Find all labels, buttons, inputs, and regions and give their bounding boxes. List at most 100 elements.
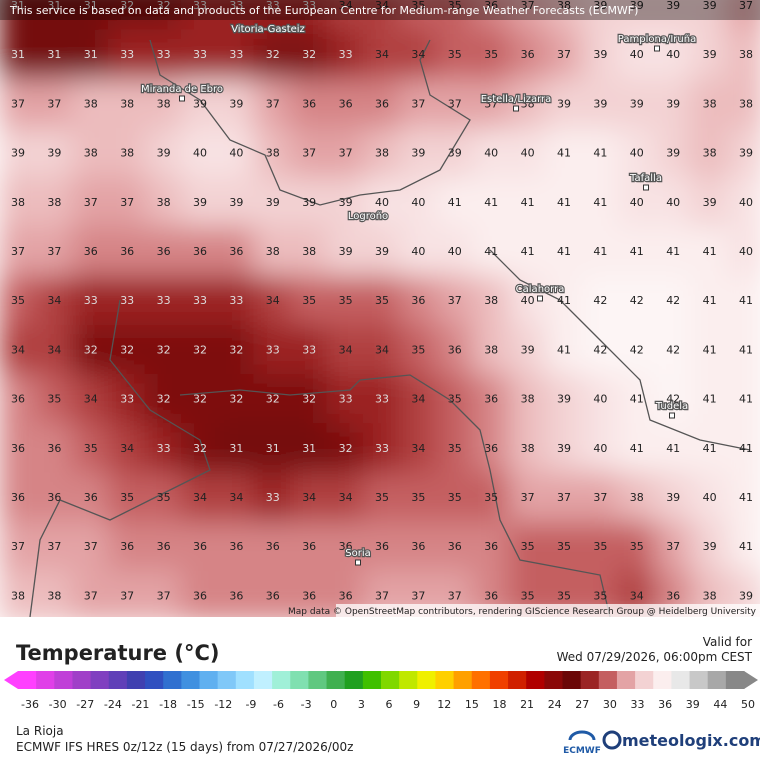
- colorbar-segment: [36, 671, 55, 689]
- value-label: 37: [120, 589, 134, 602]
- cell: [472, 374, 511, 426]
- value-label: 37: [666, 540, 680, 553]
- cell: [0, 128, 38, 180]
- value-label: 36: [411, 540, 425, 553]
- value-label: 37: [339, 147, 353, 160]
- cell: [71, 521, 110, 573]
- colorbar-tick-label: 44: [713, 698, 727, 711]
- cell: [253, 29, 292, 81]
- cell: [290, 0, 329, 32]
- cell: [654, 472, 693, 524]
- cell: [617, 128, 656, 180]
- cell: [690, 275, 729, 327]
- value-label: 40: [703, 491, 717, 504]
- value-label: 38: [557, 0, 571, 12]
- value-label: 41: [484, 245, 498, 258]
- cell: [581, 78, 620, 130]
- value-label: 33: [120, 48, 134, 61]
- attribution-band: [336, 604, 760, 617]
- value-label: 33: [266, 491, 280, 504]
- cell: [726, 472, 760, 524]
- value-label: 41: [557, 343, 571, 356]
- cell: [71, 275, 110, 327]
- cell: [362, 0, 402, 32]
- colorbar-segment: [199, 671, 219, 689]
- value-label: 37: [484, 97, 498, 110]
- value-label: 31: [229, 442, 243, 455]
- value-label: 38: [703, 589, 717, 602]
- value-label: 35: [593, 589, 607, 602]
- value-label: 37: [302, 147, 316, 160]
- cell: [362, 29, 402, 81]
- value-label: 41: [593, 147, 607, 160]
- value-label: 40: [448, 245, 462, 258]
- cell: [399, 177, 438, 229]
- cell: [253, 521, 292, 573]
- value-label: 38: [484, 294, 498, 307]
- value-label: 38: [484, 343, 498, 356]
- cell: [326, 374, 365, 426]
- value-label: 36: [375, 97, 389, 110]
- value-label: 32: [193, 442, 207, 455]
- value-label: 33: [193, 294, 207, 307]
- value-label: 37: [448, 97, 462, 110]
- colorbar-tick-label: -15: [187, 698, 205, 711]
- value-label: 37: [375, 589, 389, 602]
- cell: [180, 78, 220, 130]
- value-label: 35: [120, 491, 134, 504]
- value-label: 35: [375, 491, 389, 504]
- value-label: 36: [448, 343, 462, 356]
- value-label: 38: [11, 196, 25, 209]
- value-label: 36: [193, 589, 207, 602]
- cell: [290, 275, 329, 327]
- colorbar-tick-label: 39: [686, 698, 700, 711]
- cell: [654, 0, 693, 32]
- colorbar-segment: [308, 671, 328, 689]
- value-label: 35: [47, 393, 61, 406]
- colorbar-segment: [417, 671, 436, 689]
- cell: [399, 275, 438, 327]
- value-label: 37: [47, 97, 61, 110]
- colorbar-segment: [580, 671, 600, 689]
- value-label: 37: [84, 540, 98, 553]
- value-label: 32: [120, 343, 134, 356]
- cell: [326, 275, 365, 327]
- value-label: 38: [266, 245, 280, 258]
- value-label: 31: [11, 48, 25, 61]
- value-label: 33: [157, 294, 171, 307]
- cell: [581, 226, 620, 278]
- value-label: 35: [521, 589, 535, 602]
- value-label: 32: [157, 393, 171, 406]
- colorbar-arrow-right: [744, 671, 758, 689]
- colorbar-tick-label: 15: [465, 698, 479, 711]
- value-label: 39: [47, 147, 61, 160]
- value-label: 37: [448, 589, 462, 602]
- cell: [217, 29, 256, 81]
- value-label: 33: [120, 294, 134, 307]
- value-label: 38: [521, 393, 535, 406]
- cell: [399, 0, 438, 32]
- colorbar-segment: [725, 671, 745, 689]
- cell: [690, 423, 729, 475]
- cell: [35, 521, 74, 573]
- value-label: 34: [193, 491, 207, 504]
- cell: [180, 570, 220, 617]
- cell: [617, 275, 656, 327]
- value-label: 40: [666, 196, 680, 209]
- place-name: Logroño: [348, 211, 388, 222]
- cell: [617, 423, 656, 475]
- value-label: 37: [84, 196, 98, 209]
- value-label: 35: [411, 343, 425, 356]
- cell: [544, 177, 584, 229]
- value-label: 39: [266, 196, 280, 209]
- colorbar-tick-label: 36: [658, 698, 672, 711]
- value-label: 36: [157, 540, 171, 553]
- value-label: 35: [448, 48, 462, 61]
- place-marker: [179, 95, 185, 102]
- cell: [399, 374, 438, 426]
- value-label: 41: [739, 540, 753, 553]
- colorbar-segment: [616, 671, 636, 689]
- value-label: 40: [484, 147, 498, 160]
- cell: [617, 177, 656, 229]
- cell: [217, 0, 256, 32]
